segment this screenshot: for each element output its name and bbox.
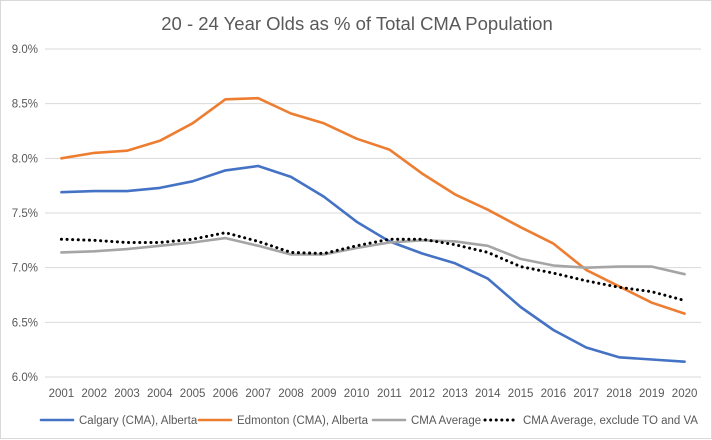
legend-label: Edmonton (CMA), Alberta	[237, 415, 369, 427]
x-tick-label: 2008	[278, 388, 304, 400]
x-tick-label: 2010	[344, 388, 370, 400]
y-tick-label: 8.5%	[12, 99, 38, 111]
chart-title: 20 - 24 Year Olds as % of Total CMA Popu…	[161, 13, 552, 34]
x-axis-ticks: 2001 2002 2003 2004 2005 2006 2007 2008 2009 2010…	[49, 388, 698, 400]
series-line-1	[60, 164, 686, 364]
series-line-3	[60, 236, 686, 276]
x-tick-label: 2004	[147, 388, 173, 400]
y-axis-ticks: 6.0% 6.5% 7.0% 7.5% 8.0% 8.5% 9.0%	[12, 44, 38, 384]
x-tick-label: 2002	[81, 388, 107, 400]
series-line-2	[60, 96, 686, 315]
x-tick-label: 2006	[213, 388, 239, 400]
x-tick-label: 2012	[409, 388, 435, 400]
y-tick-label: 6.5%	[12, 317, 38, 329]
x-tick-label: 2013	[442, 388, 468, 400]
legend-label: Calgary (CMA), Alberta	[79, 415, 198, 427]
x-tick-label: 2015	[508, 388, 534, 400]
gridlines	[45, 48, 701, 378]
y-tick-label: 8.0%	[12, 153, 38, 165]
x-tick-label: 2009	[311, 388, 337, 400]
x-tick-label: 2016	[541, 388, 567, 400]
x-tick-label: 2014	[475, 388, 501, 400]
legend: Calgary (CMA), Alberta Edmonton (CMA), Al…	[39, 415, 698, 427]
y-tick-label: 7.0%	[12, 263, 38, 275]
x-tick-label: 2020	[672, 388, 698, 400]
series-lines	[59, 96, 687, 364]
x-tick-label: 2018	[606, 388, 632, 400]
x-tick-label: 2017	[573, 388, 599, 400]
x-tick-label: 2003	[114, 388, 140, 400]
y-tick-label: 7.5%	[12, 208, 38, 220]
y-tick-label: 9.0%	[12, 44, 38, 56]
x-tick-label: 2019	[639, 388, 665, 400]
legend-label: CMA Average	[411, 415, 481, 427]
x-tick-label: 2007	[245, 388, 271, 400]
x-tick-label: 2011	[377, 388, 402, 400]
y-tick-label: 6.0%	[12, 372, 38, 384]
x-tick-label: 2001	[49, 388, 75, 400]
legend-label: CMA Average, exclude TO and VA	[523, 415, 698, 427]
x-tick-label: 2005	[180, 388, 206, 400]
